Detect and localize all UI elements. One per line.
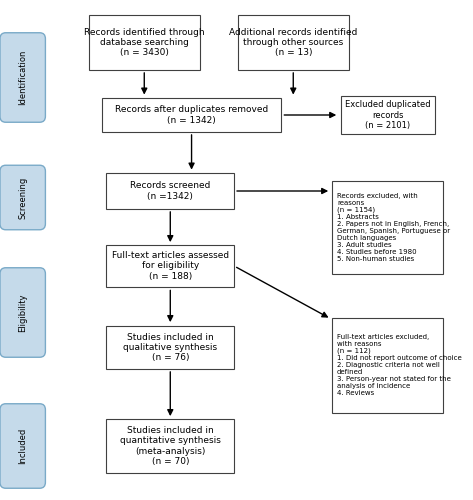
Text: Eligibility: Eligibility	[18, 293, 27, 332]
FancyBboxPatch shape	[106, 173, 234, 209]
FancyBboxPatch shape	[0, 404, 45, 488]
Text: Full-text articles excluded,
with reasons
(n = 112)
1. Did not report outcome of: Full-text articles excluded, with reason…	[337, 334, 462, 396]
FancyBboxPatch shape	[0, 33, 45, 122]
FancyBboxPatch shape	[106, 326, 234, 369]
Text: Records after duplicates removed
(n = 1342): Records after duplicates removed (n = 13…	[115, 106, 268, 124]
Text: Full-text articles assessed
for eligibility
(n = 188): Full-text articles assessed for eligibil…	[112, 251, 229, 281]
Text: Excluded duplicated
records
(n = 2101): Excluded duplicated records (n = 2101)	[345, 100, 431, 130]
FancyBboxPatch shape	[332, 181, 443, 274]
FancyBboxPatch shape	[0, 268, 45, 357]
FancyBboxPatch shape	[332, 318, 443, 412]
FancyBboxPatch shape	[89, 15, 200, 70]
FancyBboxPatch shape	[237, 15, 349, 70]
FancyBboxPatch shape	[0, 165, 45, 230]
FancyBboxPatch shape	[106, 244, 234, 287]
Text: Included: Included	[18, 428, 27, 464]
FancyBboxPatch shape	[102, 98, 281, 132]
Text: Records identified through
database searching
(n = 3430): Records identified through database sear…	[84, 28, 205, 58]
Text: Studies included in
qualitative synthesis
(n = 76): Studies included in qualitative synthesi…	[123, 332, 217, 362]
Text: Records screened
(n =1342): Records screened (n =1342)	[130, 182, 210, 201]
Text: Additional records identified
through other sources
(n = 13): Additional records identified through ot…	[229, 28, 358, 58]
FancyBboxPatch shape	[341, 96, 435, 134]
FancyBboxPatch shape	[106, 419, 234, 473]
Text: Screening: Screening	[18, 176, 27, 218]
Text: Studies included in
quantitative synthesis
(meta-analysis)
(n = 70): Studies included in quantitative synthes…	[120, 426, 221, 466]
Text: Identification: Identification	[18, 50, 27, 105]
Text: Records excluded, with
reasons
(n = 1154)
1. Abstracts
2. Papers not in English,: Records excluded, with reasons (n = 1154…	[337, 192, 450, 262]
